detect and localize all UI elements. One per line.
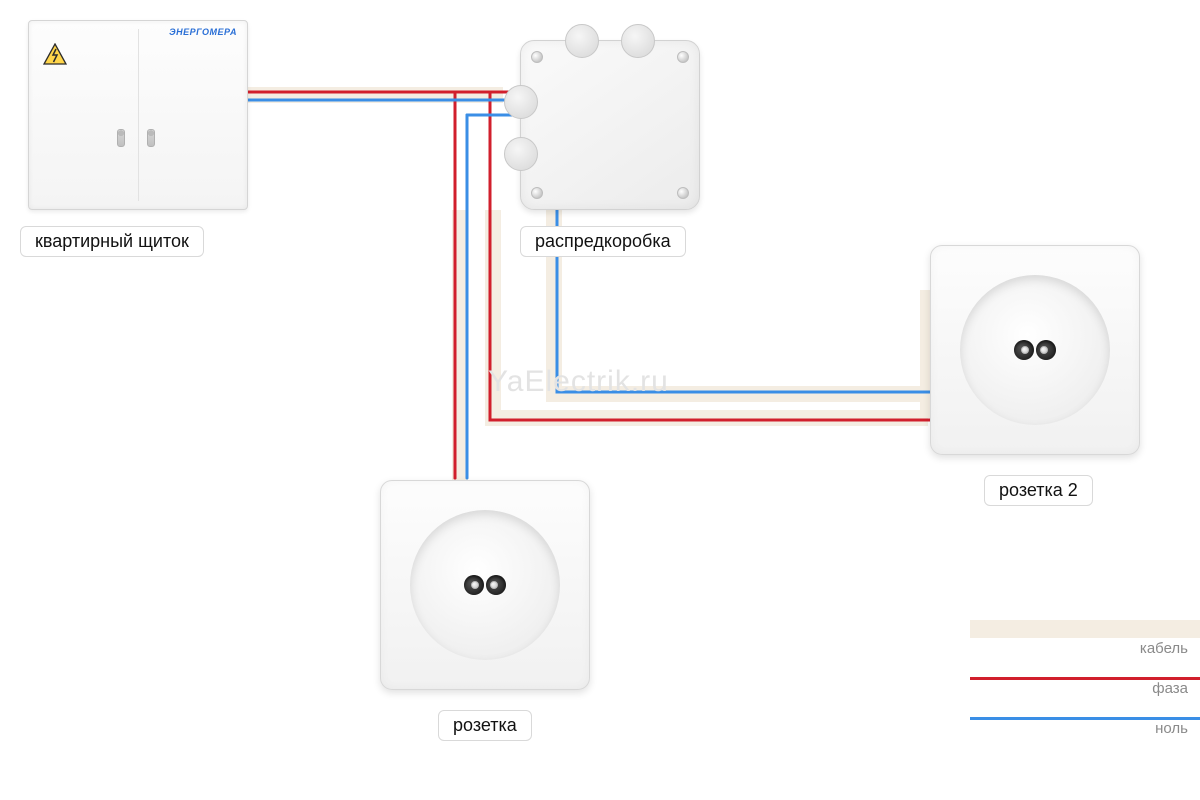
distribution-panel-label: квартирный щиток <box>20 226 204 257</box>
socket-face <box>410 510 560 660</box>
socket-screw-icon <box>1040 346 1048 354</box>
cable-gland-icon <box>565 24 599 58</box>
socket-1 <box>380 480 590 690</box>
cable-gland-icon <box>504 85 538 119</box>
panel-lock-right-icon <box>147 129 155 147</box>
socket-face <box>960 275 1110 425</box>
high-voltage-warning-icon <box>43 43 67 65</box>
panel-lock-left-icon <box>117 129 125 147</box>
legend-label-neutral: ноль <box>970 720 1200 739</box>
screw-icon <box>677 187 689 199</box>
screw-icon <box>677 51 689 63</box>
cable-gland-icon <box>504 137 538 171</box>
legend-row-neutral: ноль <box>970 717 1200 739</box>
socket-1-label: розетка <box>438 710 532 741</box>
legend-label-phase: фаза <box>970 680 1200 699</box>
distribution-panel: ЭНЕРГОМЕРА <box>28 20 248 210</box>
junction-box-label: распредкоробка <box>520 226 686 257</box>
junction-box <box>520 40 700 210</box>
cable-gland-icon <box>621 24 655 58</box>
socket-screw-icon <box>471 581 479 589</box>
socket-2 <box>930 245 1140 455</box>
legend-swatch-cable <box>970 620 1200 638</box>
watermark-text: YaElectrik.ru <box>488 365 669 399</box>
socket-2-label: розетка 2 <box>984 475 1093 506</box>
legend-label-cable: кабель <box>970 640 1200 659</box>
legend: кабель фаза ноль <box>970 620 1200 757</box>
legend-row-phase: фаза <box>970 677 1200 699</box>
screw-icon <box>531 51 543 63</box>
socket-screw-icon <box>1021 346 1029 354</box>
screw-icon <box>531 187 543 199</box>
panel-brand-label: ЭНЕРГОМЕРА <box>169 27 237 37</box>
legend-row-cable: кабель <box>970 620 1200 659</box>
socket-screw-icon <box>490 581 498 589</box>
